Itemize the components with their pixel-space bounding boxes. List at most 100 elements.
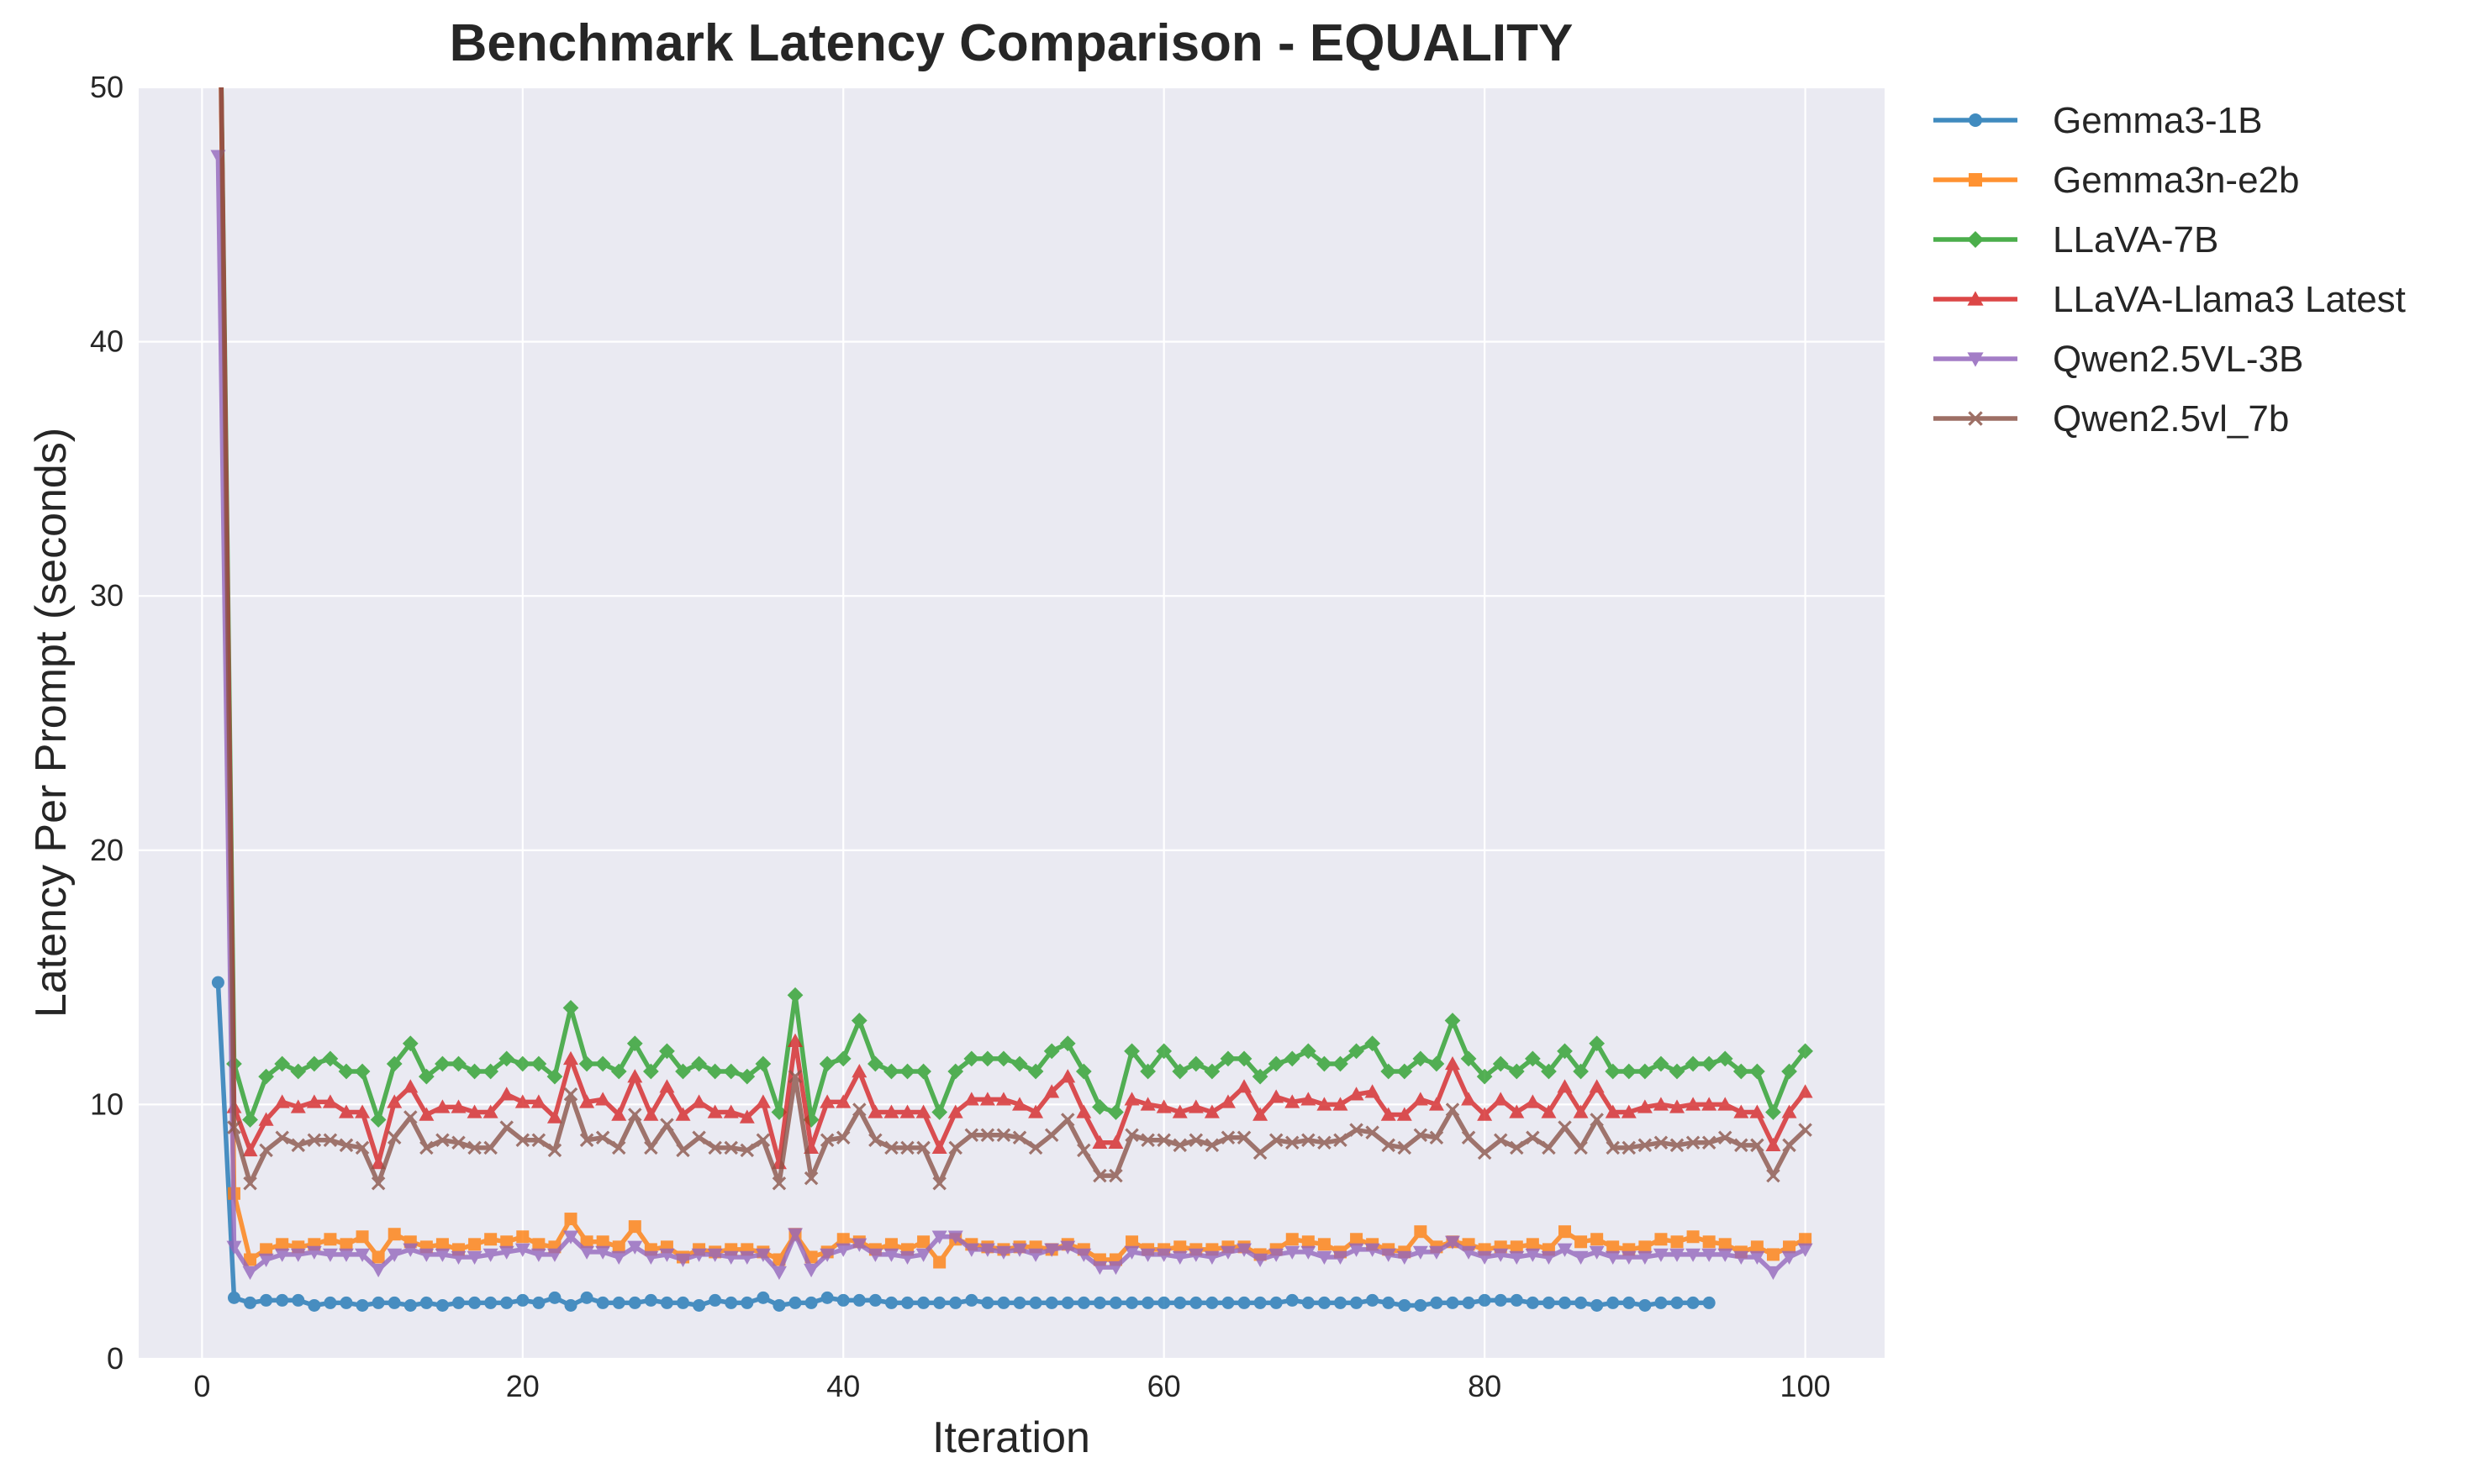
data-point: [1092, 1099, 1108, 1115]
data-point: [548, 1291, 562, 1304]
data-point: [1350, 1233, 1363, 1246]
data-point: [1092, 1134, 1108, 1149]
data-point: [242, 1142, 258, 1157]
data-point: [243, 1176, 257, 1191]
data-point: [852, 1238, 867, 1252]
data-point: [1221, 1130, 1236, 1145]
data-point: [483, 1063, 499, 1080]
x-tick-label: 20: [506, 1369, 540, 1403]
data-point: [675, 1253, 691, 1267]
data-point: [1589, 1035, 1606, 1052]
data-point: [483, 1140, 498, 1155]
data-point: [1284, 1094, 1300, 1108]
data-point: [851, 1013, 867, 1029]
data-point: [1300, 1092, 1316, 1106]
data-point: [1670, 1235, 1684, 1249]
data-point: [1237, 1296, 1251, 1309]
data-point: [1188, 1099, 1204, 1113]
data-point: [1380, 1107, 1396, 1121]
data-point: [1718, 1238, 1732, 1251]
data-point: [1061, 1296, 1074, 1309]
series-line: [219, 87, 1807, 1186]
data-point: [611, 1250, 627, 1265]
data-point: [1573, 1063, 1589, 1080]
data-point: [755, 1055, 772, 1072]
data-point: [899, 1063, 915, 1080]
data-point: [948, 1140, 963, 1155]
data-point: [1493, 1092, 1509, 1106]
data-point: [900, 1140, 915, 1155]
data-point: [1766, 1248, 1780, 1261]
data-point: [1140, 1248, 1156, 1262]
data-point: [1685, 1097, 1701, 1111]
data-point: [1028, 1248, 1044, 1262]
data-point: [1654, 1233, 1668, 1246]
data-point: [1525, 1094, 1541, 1108]
data-point: [1028, 1104, 1044, 1118]
data-point: [708, 1140, 722, 1155]
data-point: [1093, 1296, 1106, 1309]
data-point: [724, 1140, 738, 1155]
data-point: [1637, 1138, 1653, 1153]
data-point: [468, 1296, 482, 1309]
data-point: [1541, 1063, 1557, 1080]
data-point: [693, 1298, 706, 1312]
data-point: [611, 1140, 626, 1155]
data-point: [1333, 1296, 1347, 1309]
data-point: [402, 1035, 419, 1052]
data-point: [1461, 1130, 1476, 1145]
data-point: [1156, 1248, 1172, 1262]
data-point: [1412, 1050, 1429, 1067]
data-point: [1638, 1240, 1652, 1254]
data-point: [915, 1104, 931, 1118]
data-point: [1013, 1296, 1026, 1309]
data-point: [947, 1104, 963, 1118]
data-point: [371, 1176, 386, 1191]
data-point: [804, 1296, 818, 1309]
data-point: [757, 1291, 770, 1304]
data-point: [451, 1099, 467, 1113]
data-point: [530, 1248, 546, 1262]
data-point: [1124, 1245, 1140, 1260]
data-point: [435, 1055, 451, 1072]
data-point: [307, 1133, 322, 1148]
data-point: [1685, 1135, 1701, 1150]
data-point: [1076, 1248, 1092, 1262]
data-point: [242, 1112, 258, 1128]
data-point: [435, 1298, 449, 1312]
data-point: [884, 1296, 898, 1309]
y-tick-label: 40: [90, 324, 124, 359]
data-point: [1060, 1113, 1075, 1127]
data-point: [419, 1248, 435, 1262]
data-point: [516, 1230, 530, 1244]
data-point: [707, 1248, 723, 1262]
y-tick-label: 10: [90, 1087, 124, 1121]
data-point: [1012, 1097, 1028, 1111]
data-point: [1172, 1104, 1188, 1118]
data-point: [1365, 1125, 1379, 1139]
data-point: [1605, 1063, 1622, 1080]
data-point: [1686, 1230, 1700, 1244]
data-point: [1798, 1123, 1812, 1137]
series-line: [219, 87, 1807, 1166]
data-point: [596, 1296, 609, 1309]
data-point: [611, 1107, 627, 1121]
data-point: [899, 1104, 915, 1118]
data-point: [1108, 1260, 1124, 1276]
data-point: [979, 1050, 996, 1067]
data-point: [1573, 1104, 1589, 1118]
data-point: [1205, 1296, 1219, 1309]
data-point: [660, 1118, 674, 1132]
data-point: [1701, 1135, 1716, 1150]
legend-marker: [1968, 411, 1983, 426]
data-point: [1142, 1296, 1155, 1309]
data-point: [530, 1055, 547, 1072]
series-line: [215, 155, 1806, 1275]
data-point: [1414, 1298, 1427, 1312]
data-point: [1428, 1055, 1445, 1072]
data-point: [1637, 1250, 1653, 1265]
data-point: [595, 1130, 610, 1145]
data-point: [1477, 1107, 1493, 1121]
data-point: [1605, 1104, 1621, 1118]
data-point: [1541, 1250, 1557, 1265]
